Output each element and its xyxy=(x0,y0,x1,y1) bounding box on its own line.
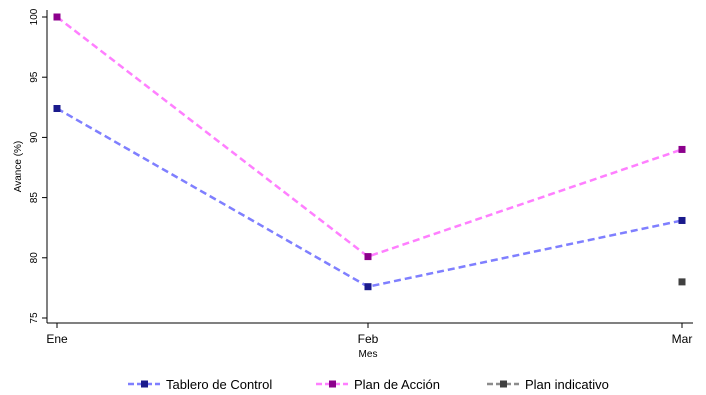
y-tick-label: 100 xyxy=(29,8,40,25)
legend-label: Tablero de Control xyxy=(166,377,272,392)
data-point xyxy=(53,105,61,113)
data-point xyxy=(678,216,686,224)
data-point xyxy=(364,283,372,291)
legend-item: Tablero de Control xyxy=(128,377,272,392)
legend-label: Plan de Acción xyxy=(354,377,440,392)
legend-item: Plan indicativo xyxy=(487,377,609,392)
data-point xyxy=(53,13,61,21)
axes: 75 80 85 90 95 100 Ene Feb Mar Avance (%) Mes xyxy=(13,8,693,360)
y-tick-label: 80 xyxy=(29,252,40,264)
y-tick-label: 95 xyxy=(29,71,40,83)
series-line xyxy=(56,16,683,258)
legend: Tablero de Control Plan de Acción Plan ind… xyxy=(128,377,609,392)
x-tick-label: Feb xyxy=(358,332,379,346)
legend-item: Plan de Acción xyxy=(316,377,440,392)
series-0 xyxy=(53,105,686,291)
data-point xyxy=(364,253,372,261)
y-tick-label: 85 xyxy=(29,192,40,204)
y-tick-label: 75 xyxy=(29,312,40,324)
legend-marker xyxy=(141,380,148,388)
y-tick-label: 90 xyxy=(29,131,40,143)
legend-marker xyxy=(329,380,336,388)
x-axis-title: Mes xyxy=(359,349,378,360)
legend-marker xyxy=(500,380,507,388)
series-2 xyxy=(678,278,686,286)
data-point xyxy=(678,145,686,153)
x-tick-label: Mar xyxy=(672,332,693,346)
y-axis-title: Avance (%) xyxy=(13,141,24,193)
series-layer xyxy=(53,13,686,291)
legend-label: Plan indicativo xyxy=(525,377,609,392)
x-tick-label: Ene xyxy=(46,332,68,346)
series-1 xyxy=(53,13,686,261)
data-point xyxy=(678,278,686,286)
